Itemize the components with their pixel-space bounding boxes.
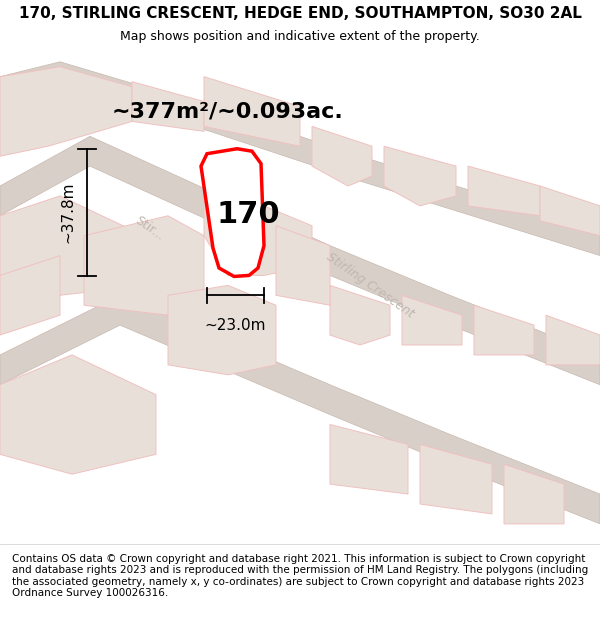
Text: Contains OS data © Crown copyright and database right 2021. This information is : Contains OS data © Crown copyright and d…	[12, 554, 588, 598]
Polygon shape	[330, 424, 408, 494]
Text: Stir...: Stir...	[132, 214, 166, 243]
Text: Map shows position and indicative extent of the property.: Map shows position and indicative extent…	[120, 30, 480, 43]
Polygon shape	[384, 146, 456, 206]
Text: Stirling Crescent: Stirling Crescent	[324, 251, 416, 321]
Polygon shape	[84, 216, 204, 315]
Text: ~23.0m: ~23.0m	[205, 318, 266, 332]
Polygon shape	[201, 149, 264, 276]
Polygon shape	[0, 62, 600, 256]
Polygon shape	[0, 256, 60, 335]
Polygon shape	[540, 186, 600, 236]
Polygon shape	[546, 315, 600, 365]
Text: ~37.8m: ~37.8m	[60, 182, 75, 243]
Polygon shape	[0, 136, 600, 385]
Polygon shape	[204, 186, 312, 276]
Text: ~377m²/~0.093ac.: ~377m²/~0.093ac.	[112, 101, 344, 121]
Text: 170, STIRLING CRESCENT, HEDGE END, SOUTHAMPTON, SO30 2AL: 170, STIRLING CRESCENT, HEDGE END, SOUTH…	[19, 6, 581, 21]
Polygon shape	[504, 464, 564, 524]
Polygon shape	[204, 77, 300, 146]
Polygon shape	[168, 286, 276, 375]
Polygon shape	[132, 82, 204, 131]
Polygon shape	[0, 67, 132, 156]
Polygon shape	[276, 226, 330, 305]
Polygon shape	[474, 305, 534, 355]
Polygon shape	[330, 286, 390, 345]
Polygon shape	[0, 196, 144, 295]
Text: 170: 170	[216, 201, 280, 229]
Polygon shape	[0, 295, 600, 524]
Polygon shape	[402, 295, 462, 345]
Polygon shape	[468, 166, 540, 216]
Polygon shape	[420, 444, 492, 514]
Polygon shape	[312, 126, 372, 186]
Polygon shape	[0, 355, 156, 474]
